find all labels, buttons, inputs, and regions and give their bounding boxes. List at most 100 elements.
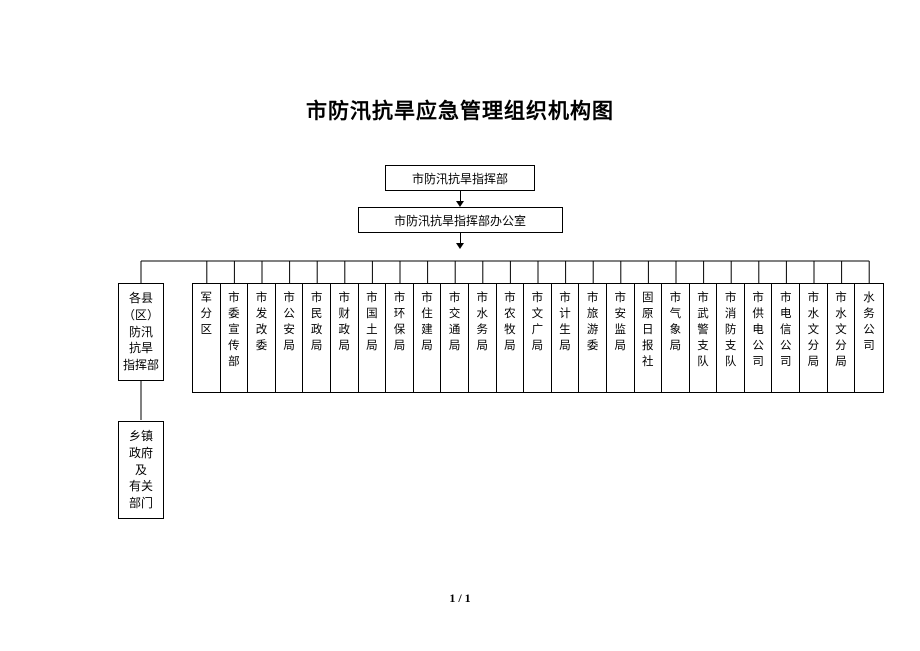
department-row: 军分区市委宣传部市发改委市公安局市民政局市财政局市国土局市环保局市住建局市交通局… xyxy=(192,283,884,393)
dept-cell: 市计生局 xyxy=(552,284,580,392)
dept-cell: 市旅游委 xyxy=(579,284,607,392)
dept-char: 公 xyxy=(780,338,792,354)
dept-cell: 市发改委 xyxy=(248,284,276,392)
text-line: 有关 xyxy=(129,478,153,495)
dept-char: 交 xyxy=(449,306,461,322)
dept-char: 市 xyxy=(228,290,240,306)
dept-char: 计 xyxy=(559,306,571,322)
dept-char: 市 xyxy=(504,290,516,306)
dept-char: 旅 xyxy=(587,306,599,322)
dept-cell: 市国土局 xyxy=(359,284,387,392)
dept-char: 生 xyxy=(559,322,571,338)
dept-char: 广 xyxy=(532,322,544,338)
dept-char: 市 xyxy=(835,290,847,306)
dept-char: 委 xyxy=(587,338,599,354)
dept-char: 局 xyxy=(670,338,682,354)
text-line: 及 xyxy=(135,462,147,479)
dept-char: 水 xyxy=(835,306,847,322)
dept-char: 电 xyxy=(752,322,764,338)
dept-char: 分 xyxy=(808,338,820,354)
dept-char: 水 xyxy=(808,306,820,322)
dept-char: 文 xyxy=(835,322,847,338)
dept-cell: 市委宣传部 xyxy=(221,284,249,392)
dept-char: 国 xyxy=(366,306,378,322)
dept-cell: 市公安局 xyxy=(276,284,304,392)
dept-char: 分 xyxy=(201,306,213,322)
dept-cell: 市农牧局 xyxy=(497,284,525,392)
dept-char: 市 xyxy=(421,290,433,306)
dept-char: 改 xyxy=(256,322,268,338)
dept-char: 市 xyxy=(697,290,709,306)
connector-line xyxy=(460,191,461,201)
dept-char: 市 xyxy=(476,290,488,306)
dept-char: 牧 xyxy=(504,322,516,338)
dept-char: 通 xyxy=(449,322,461,338)
text-line: 各县 xyxy=(129,290,153,307)
dept-char: 市 xyxy=(283,290,295,306)
dept-char: 市 xyxy=(670,290,682,306)
dept-char: 信 xyxy=(780,322,792,338)
township-box: 乡镇 政府 及 有关 部门 xyxy=(118,421,164,519)
dept-char: 局 xyxy=(808,354,820,370)
dept-cell: 水务公司 xyxy=(855,284,883,392)
dept-char: 军 xyxy=(201,290,213,306)
dept-char: 传 xyxy=(228,338,240,354)
dept-cell: 市消防支队 xyxy=(717,284,745,392)
dept-char: 发 xyxy=(256,306,268,322)
dept-char: 武 xyxy=(697,306,709,322)
dept-char: 象 xyxy=(670,322,682,338)
text-line: 防汛 xyxy=(129,324,153,341)
text-line: 部门 xyxy=(129,495,153,512)
dept-char: 警 xyxy=(697,322,709,338)
dept-char: 局 xyxy=(614,338,626,354)
page-title: 市防汛抗旱应急管理组织机构图 xyxy=(0,0,920,125)
dept-char: 水 xyxy=(476,306,488,322)
dept-char: 市 xyxy=(780,290,792,306)
dept-char: 建 xyxy=(421,322,433,338)
dept-char: 市 xyxy=(532,290,544,306)
dept-char: 局 xyxy=(449,338,461,354)
dept-char: 市 xyxy=(752,290,764,306)
dept-char: 队 xyxy=(725,354,737,370)
text-line: 抗旱 xyxy=(129,340,153,357)
dept-char: 社 xyxy=(642,354,654,370)
dept-char: 部 xyxy=(228,354,240,370)
dept-cell: 市环保局 xyxy=(386,284,414,392)
dept-char: 安 xyxy=(283,322,295,338)
dept-cell: 市气象局 xyxy=(662,284,690,392)
dept-char: 公 xyxy=(752,338,764,354)
dept-cell: 市财政局 xyxy=(331,284,359,392)
dept-char: 原 xyxy=(642,306,654,322)
dept-char: 区 xyxy=(201,322,213,338)
dept-char: 司 xyxy=(863,338,875,354)
dept-cell: 市水务局 xyxy=(469,284,497,392)
dept-char: 支 xyxy=(725,338,737,354)
dept-char: 局 xyxy=(532,338,544,354)
dept-char: 市 xyxy=(808,290,820,306)
dept-char: 市 xyxy=(725,290,737,306)
dept-cell: 市武警支队 xyxy=(690,284,718,392)
dept-char: 支 xyxy=(697,338,709,354)
text-line: 政府 xyxy=(129,445,153,462)
dept-char: 市 xyxy=(614,290,626,306)
dept-cell: 市水文分局 xyxy=(828,284,856,392)
dept-char: 委 xyxy=(228,306,240,322)
dept-char: 日 xyxy=(642,322,654,338)
dept-cell: 市文广局 xyxy=(524,284,552,392)
dept-char: 市 xyxy=(587,290,599,306)
dept-char: 局 xyxy=(366,338,378,354)
dept-char: 气 xyxy=(670,306,682,322)
dept-char: 局 xyxy=(476,338,488,354)
dept-char: 市 xyxy=(394,290,406,306)
dept-char: 市 xyxy=(311,290,323,306)
dept-char: 局 xyxy=(559,338,571,354)
dept-cell: 市住建局 xyxy=(414,284,442,392)
dept-char: 安 xyxy=(614,306,626,322)
dept-char: 市 xyxy=(449,290,461,306)
dept-char: 局 xyxy=(504,338,516,354)
dept-char: 政 xyxy=(339,322,351,338)
dept-char: 市 xyxy=(366,290,378,306)
dept-char: 电 xyxy=(780,306,792,322)
dept-char: 民 xyxy=(311,306,323,322)
dept-char: 文 xyxy=(808,322,820,338)
